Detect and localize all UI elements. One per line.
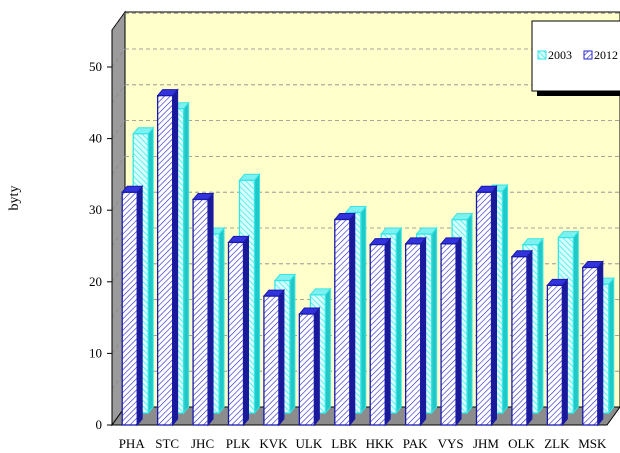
x-tick-label: MSK xyxy=(578,436,607,451)
bar-2012 xyxy=(546,277,569,427)
y-tick-label: 20 xyxy=(89,274,102,289)
gridline xyxy=(111,299,126,318)
y-tick-label: 10 xyxy=(89,345,102,360)
gridline xyxy=(111,370,126,390)
gridline xyxy=(111,48,126,68)
gridline xyxy=(111,191,126,211)
x-tick-label: PHA xyxy=(119,436,146,451)
legend-swatch-2003 xyxy=(537,50,547,60)
bar-2012 xyxy=(227,235,250,427)
y-axis-title: byty xyxy=(7,186,22,211)
x-tick-label: PLK xyxy=(226,436,251,451)
gridline xyxy=(111,227,126,247)
legend-swatch-2012 xyxy=(583,50,593,60)
bar-2012 xyxy=(333,212,356,427)
y-tick-label: 50 xyxy=(89,59,102,74)
x-tick-label: JHM xyxy=(473,436,499,451)
x-tick-label: OLK xyxy=(508,436,535,451)
bar-2012 xyxy=(404,236,427,427)
gridline xyxy=(111,84,126,104)
x-tick-label: STC xyxy=(155,436,179,451)
bar-2012 xyxy=(262,288,285,427)
legend: 2003 2012 xyxy=(531,20,620,96)
bar-2012 xyxy=(192,192,215,427)
bar-2012 xyxy=(581,260,604,427)
x-tick-label: VYS xyxy=(438,436,464,451)
x-tick-label: JHC xyxy=(191,436,214,451)
x-tick-label: HKK xyxy=(366,436,395,451)
plot-floor xyxy=(111,406,620,426)
y-tick-label: 30 xyxy=(89,202,102,217)
y-axis-ticks: 0 10 20 30 40 50 xyxy=(89,59,112,432)
x-tick-label: KVK xyxy=(259,436,288,451)
series-2012-bars xyxy=(121,88,604,427)
x-tick-label: ULK xyxy=(295,436,322,451)
bar-2012 xyxy=(156,88,179,427)
bar-2012 xyxy=(121,184,144,427)
gridline xyxy=(111,335,126,354)
bar-2012 xyxy=(510,249,533,427)
x-tick-label: LBK xyxy=(331,436,358,451)
gridline xyxy=(111,156,126,175)
y-tick-label: 40 xyxy=(89,131,102,146)
legend-label-2012: 2012 xyxy=(594,48,618,62)
gridline xyxy=(111,12,126,32)
x-tick-label: PAK xyxy=(403,436,428,451)
x-tick-label: ZLK xyxy=(544,436,570,451)
gridline xyxy=(111,120,126,139)
bar-2012 xyxy=(369,237,392,427)
y-tick-label: 0 xyxy=(96,417,103,432)
bar-2012 xyxy=(440,236,463,427)
legend-label-2003: 2003 xyxy=(548,48,572,62)
bar-2012 xyxy=(298,306,321,427)
x-axis-labels: PHA STC JHC PLK KVK ULK LBK HKK PAK VYS JHM OLK ZLK M… xyxy=(119,436,607,451)
gridline xyxy=(111,263,126,283)
bar-2012 xyxy=(475,184,498,427)
